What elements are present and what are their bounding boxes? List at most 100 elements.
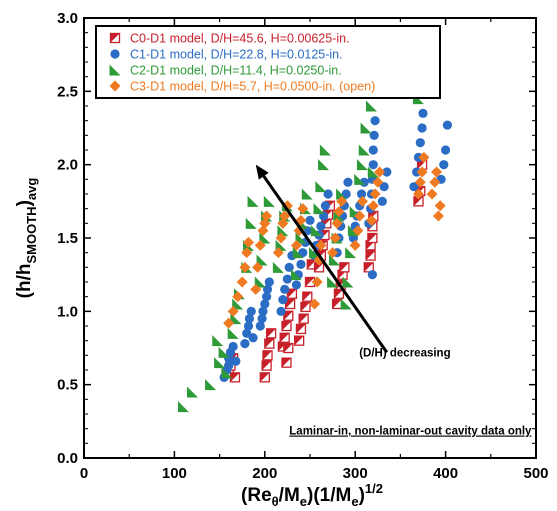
series-3-point (236, 276, 248, 288)
series-3-point (432, 210, 444, 222)
series-3-point (356, 195, 368, 207)
series-1-point (257, 314, 267, 324)
series-1-point (368, 145, 378, 155)
series-2-point (319, 144, 331, 156)
series-1-point (377, 196, 387, 206)
series-3-point (331, 217, 343, 229)
series-0-point (283, 342, 294, 354)
series-1-point (415, 138, 425, 148)
series-2-point (221, 367, 233, 379)
y-axis-title-mid: ) (14, 200, 35, 206)
series-2-point (205, 379, 217, 391)
series-2-point (277, 225, 289, 237)
series-0-point (365, 250, 376, 261)
series-1-point (244, 314, 255, 324)
series-1-point (278, 295, 288, 305)
series-1-point (370, 116, 380, 126)
series-1-point (248, 333, 258, 343)
series-1-point (409, 182, 419, 192)
y-tick-label: 0.5 (57, 377, 78, 394)
series-2-point (327, 276, 339, 288)
series-3-point (354, 210, 366, 222)
series-1-point (276, 306, 286, 316)
series-2-point (356, 159, 368, 171)
series-2-point (301, 188, 313, 200)
series-3-point (416, 166, 428, 178)
x-tick-label: 300 (343, 465, 368, 482)
series-3-point (272, 247, 284, 259)
series-2-point (177, 401, 189, 413)
x-axis-title-sup: 1/2 (365, 481, 383, 496)
series-0-point (300, 301, 311, 313)
series-3-point (374, 166, 386, 178)
series-3-point (252, 261, 264, 273)
series-1-point (296, 259, 306, 269)
series-3-point (290, 239, 302, 251)
series-3-point (369, 188, 381, 200)
series-0-point (229, 372, 241, 383)
series-0-point (283, 310, 294, 321)
annotations: (D/H) decreasing Laminar-in, non-laminar-… (255, 164, 532, 438)
x-axis-title-mid1: /M (279, 485, 300, 506)
series-0-point (279, 332, 290, 343)
series-3-point (279, 210, 291, 222)
series-2-point (354, 173, 366, 185)
legend-marker-2 (109, 64, 121, 76)
series-3-point (418, 151, 430, 163)
series-3-point (365, 214, 377, 226)
series-3-point (275, 232, 287, 244)
legend-label-1: C1-D1 model, D/H=22.8, H=0.0125-in. (130, 48, 343, 62)
x-axis-title-sub1: θ (272, 494, 279, 509)
series-3-point (367, 200, 379, 212)
series-3-point (232, 291, 244, 303)
legend-box (95, 25, 441, 99)
series-1-point (305, 215, 315, 225)
series-2-point (358, 144, 370, 156)
y-axis-title-base: (h/h (14, 263, 35, 298)
series-3-point (426, 188, 438, 200)
series-2-point (342, 276, 354, 288)
series-1-point (224, 361, 234, 371)
legend-label-0: C0-D1 model, D/H=45.6, H=0.00625-in. (130, 32, 350, 46)
series-0-point (298, 313, 309, 324)
series-0-point (295, 323, 307, 335)
data-points (177, 56, 453, 413)
series-1-point (291, 280, 302, 290)
series-3-point (227, 305, 239, 317)
series-2-point (295, 232, 307, 244)
series-1-point (255, 321, 265, 331)
legend-marker-1 (110, 49, 120, 59)
series-2-point (186, 386, 198, 398)
series-1-point (284, 262, 294, 272)
series-2-point (272, 261, 284, 273)
series-2-point (232, 298, 244, 310)
series-0-point (281, 357, 292, 368)
series-3-point (241, 247, 253, 259)
series-0-point (302, 291, 313, 302)
series-1-point (258, 306, 268, 316)
series-3-point (277, 217, 289, 229)
series-3-point (239, 261, 251, 273)
series-3-point (329, 232, 341, 244)
series-3-point (315, 239, 327, 251)
legend-marker-0 (109, 32, 121, 44)
series-3-point (297, 203, 309, 215)
series-2-point (310, 225, 322, 237)
series-1-point (260, 299, 270, 309)
series-1-point (417, 123, 427, 133)
series-2-point (263, 195, 275, 207)
y-axis-title-sub: SMOOTH (24, 206, 39, 263)
series-1-point (382, 167, 392, 177)
series-2-point (365, 100, 377, 112)
series-0-point (259, 372, 270, 383)
series-1-point (231, 356, 241, 366)
x-tick-label: 100 (162, 465, 187, 482)
y-axis-title-sub2: avg (24, 178, 39, 200)
series-3-point (250, 283, 262, 295)
series-3-point (352, 225, 364, 237)
svg-text:(Reθ/Me)(1/Me)1/2: (Reθ/Me)(1/Me)1/2 (241, 481, 383, 509)
decreasing-arrow-head (255, 164, 269, 180)
series-0-point (367, 232, 378, 244)
series-3-point (311, 276, 323, 288)
